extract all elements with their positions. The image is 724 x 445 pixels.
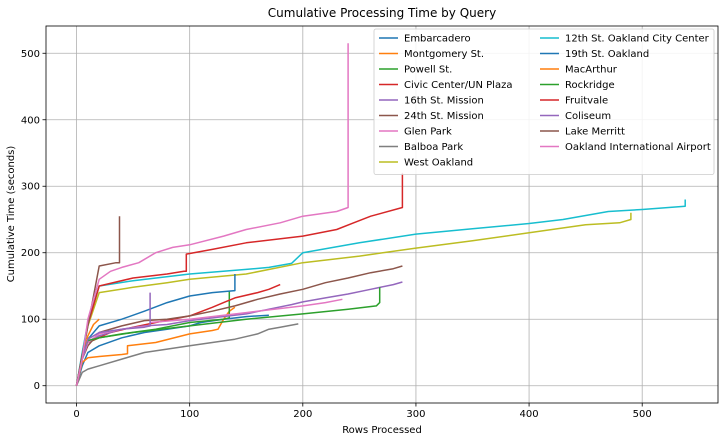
y-tick-label: 300 (21, 182, 40, 193)
legend-entry-label: 16th St. Mission (404, 96, 484, 107)
legend-entry-label: Glen Park (404, 127, 452, 138)
x-tick-label: 100 (180, 409, 199, 420)
legend-entry-label: Civic Center/UN Plaza (404, 80, 512, 91)
y-axis-label: Cumulative Time (seconds) (6, 146, 17, 283)
y-tick-label: 200 (21, 248, 40, 259)
legend-entry-label: Oakland International Airport (565, 142, 711, 153)
series-line-8 (75, 212, 632, 386)
axis-ticks: 0 100 200 300 400 500 0 100 200 300 400 500 (21, 49, 652, 420)
series-line-1 (75, 306, 236, 386)
y-tick-label: 500 (21, 49, 40, 60)
legend-entry-label: Fruitvale (565, 96, 608, 107)
legend-entry-label: Montgomery St. (404, 49, 484, 60)
legend-entry-label: Lake Merritt (565, 127, 625, 138)
x-axis-label: Rows Processed (342, 425, 422, 436)
legend: Embarcadero Montgomery St. Powell St. Civic… (373, 28, 715, 175)
x-tick-label: 500 (633, 409, 652, 420)
series-line-16 (75, 43, 349, 386)
legend-entry-label: Rockridge (565, 80, 615, 91)
legend-entry-label: MacArthur (565, 65, 618, 76)
legend-entry-label: Embarcadero (404, 34, 471, 45)
series-line-13 (75, 172, 404, 386)
x-tick-label: 0 (73, 409, 79, 420)
x-tick-label: 300 (406, 409, 425, 420)
legend-entry-label: West Oakland (404, 158, 473, 169)
x-tick-label: 400 (520, 409, 539, 420)
chart-title: Cumulative Processing Time by Query (268, 6, 496, 20)
legend-entry-label: Coliseum (565, 111, 611, 122)
legend-box (373, 28, 715, 175)
legend-entry-label: 12th St. Oakland City Center (565, 34, 710, 45)
legend-entry-label: Balboa Park (404, 142, 463, 153)
x-tick-label: 200 (293, 409, 312, 420)
legend-entry-label: 24th St. Mission (404, 111, 484, 122)
series-lines (75, 43, 686, 386)
y-tick-label: 400 (21, 115, 40, 126)
series-line-7 (75, 323, 299, 386)
legend-entry-label: Powell St. (404, 65, 452, 76)
legend-entry-label: 19th St. Oakland (565, 49, 649, 60)
series-line-4 (75, 281, 403, 386)
plot-area-border (45, 25, 719, 404)
y-tick-label: 100 (21, 315, 40, 326)
y-tick-label: 0 (34, 381, 40, 392)
